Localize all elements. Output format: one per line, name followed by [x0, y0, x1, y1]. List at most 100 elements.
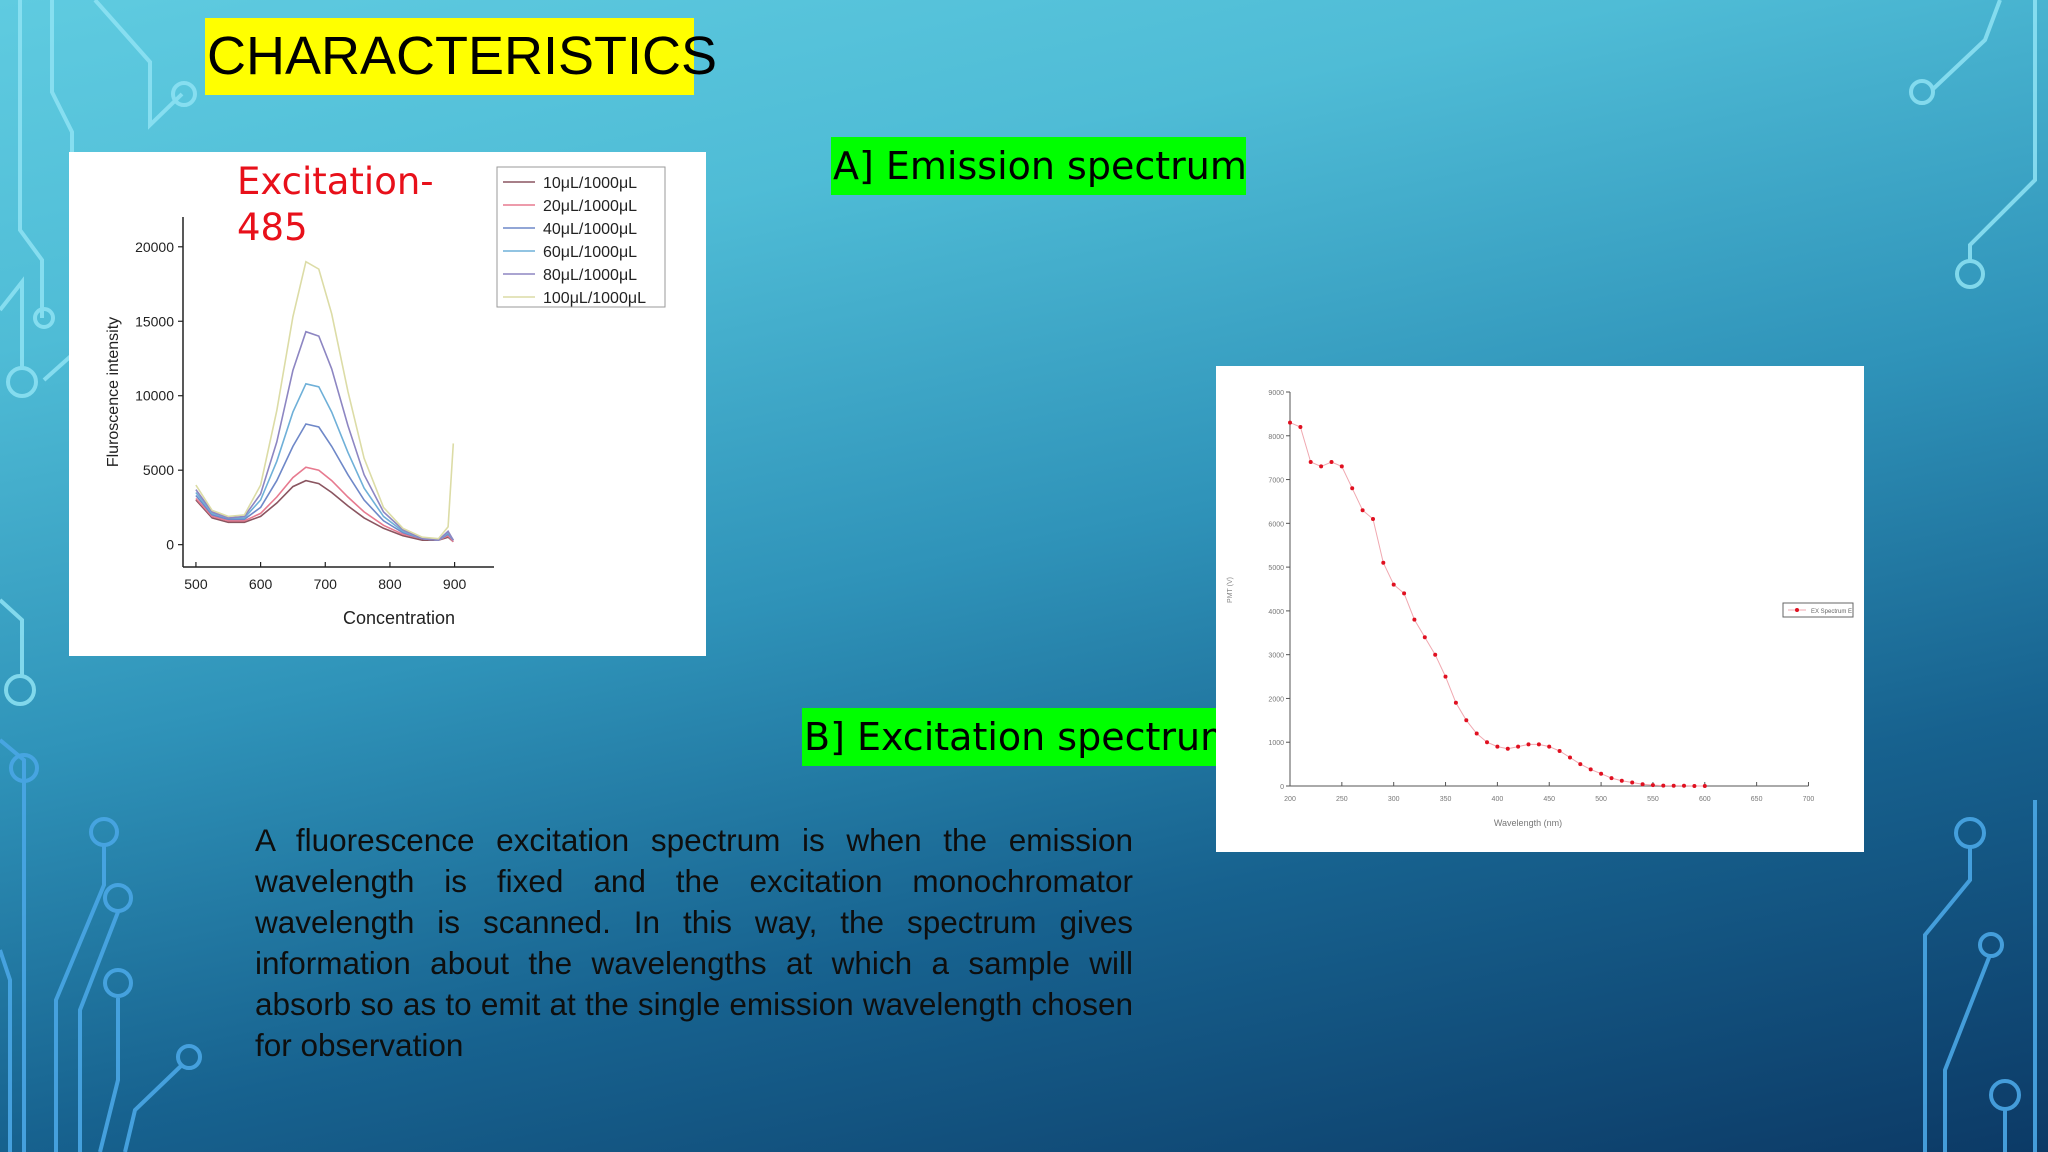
excitation-y-tick-label: 3000	[1268, 653, 1284, 660]
excitation-x-tick-label: 500	[1595, 796, 1607, 803]
excitation-series-line	[1289, 422, 1705, 787]
emission-x-tick-label: 700	[314, 576, 338, 592]
excitation-data-point	[1692, 784, 1697, 788]
excitation-data-point	[1599, 771, 1604, 776]
excitation-data-point	[1619, 778, 1624, 783]
excitation-data-point	[1319, 464, 1324, 469]
emission-y-tick-label: 0	[166, 537, 174, 553]
excitation-data-point	[1391, 582, 1396, 587]
emission-y-tick-label: 5000	[143, 462, 174, 478]
emission-legend-label: 60μL/1000μL	[543, 244, 637, 261]
excitation-legend-swatch	[1795, 608, 1799, 612]
excitation-y-tick-label: 8000	[1268, 434, 1284, 441]
excitation-data-point	[1371, 517, 1375, 521]
excitation-data-point	[1661, 783, 1666, 788]
description-paragraph: A fluorescence excitation spectrum is wh…	[255, 822, 1133, 1063]
excitation-data-point	[1630, 780, 1635, 785]
emission-x-tick-label: 500	[184, 576, 208, 592]
emission-y-tick-label: 15000	[135, 313, 174, 329]
excitation-data-point	[1702, 784, 1707, 788]
excitation-data-point	[1650, 783, 1655, 788]
excitation-y-tick-label: 1000	[1268, 740, 1284, 747]
excitation-data-point	[1443, 674, 1448, 679]
emission-x-tick-label: 900	[443, 576, 467, 592]
emission-x-tick-label: 800	[378, 576, 402, 592]
emission-spectrum-label: A] Emission spectrum	[831, 137, 1247, 195]
excitation-data-point	[1360, 508, 1365, 513]
emission-x-tick-label: 600	[249, 576, 273, 592]
excitation-annotation-line-2: 485	[237, 206, 308, 249]
excitation-data-point	[1339, 464, 1344, 469]
excitation-legend-label: EX Spectrum E	[1811, 609, 1852, 615]
excitation-y-tick-label: 9000	[1268, 390, 1284, 397]
excitation-y-tick-label: 0	[1280, 784, 1284, 791]
excitation-y-tick-label: 7000	[1268, 478, 1284, 485]
excitation-data-point	[1682, 783, 1686, 788]
excitation-data-point	[1547, 744, 1552, 749]
excitation-x-tick-label: 550	[1647, 796, 1659, 803]
excitation-data-point	[1557, 749, 1562, 753]
excitation-data-point	[1329, 460, 1334, 464]
excitation-data-point	[1578, 762, 1583, 767]
excitation-x-tick-label: 200	[1284, 796, 1296, 803]
excitation-annotation-line-1: Excitation-	[237, 160, 434, 203]
excitation-y-axis-label: PMT (V)	[1227, 577, 1234, 603]
emission-x-axis-label: Concentration	[343, 608, 455, 628]
emission-legend-label: 80μL/1000μL	[543, 267, 637, 284]
excitation-data-point	[1505, 746, 1510, 751]
excitation-data-point	[1526, 742, 1531, 747]
excitation-chart-panel: 200 250 300 350 400 450 500 550 600 650 700 0 1000 20…	[1216, 366, 1864, 852]
emission-chart-panel: 500 600 700 800 900 0 5000 10000 15000 20000 10μL…	[69, 152, 706, 656]
excitation-data-point	[1474, 731, 1479, 736]
emission-series-line-6	[195, 260, 455, 540]
excitation-x-tick-label: 350	[1440, 796, 1452, 803]
excitation-data-point	[1402, 591, 1407, 596]
excitation-data-point	[1433, 652, 1438, 657]
excitation-data-point	[1422, 635, 1427, 640]
excitation-x-tick-label: 650	[1751, 796, 1763, 803]
excitation-data-point	[1568, 755, 1572, 760]
excitation-data-point	[1308, 460, 1313, 464]
emission-chart: 500 600 700 800 900 0 5000 10000 15000 20000 10μL…	[105, 160, 666, 628]
emission-legend-label: 10μL/1000μL	[543, 175, 637, 192]
excitation-data-point	[1453, 700, 1458, 705]
emission-legend-box	[496, 166, 666, 308]
excitation-data-point	[1516, 744, 1521, 749]
excitation-data-point	[1412, 617, 1417, 622]
excitation-x-tick-label: 250	[1336, 796, 1348, 803]
excitation-data-point	[1288, 420, 1292, 425]
excitation-x-tick-label: 400	[1492, 796, 1504, 803]
excitation-y-tick-label: 6000	[1268, 521, 1284, 528]
excitation-data-point	[1671, 783, 1676, 788]
excitation-data-point	[1350, 486, 1355, 491]
emission-y-tick-label: 10000	[135, 388, 174, 404]
excitation-y-tick-label: 4000	[1268, 609, 1284, 616]
emission-y-tick-label: 20000	[135, 239, 174, 255]
excitation-data-point	[1588, 767, 1593, 772]
excitation-legend-box	[1782, 602, 1854, 618]
excitation-x-tick-label: 600	[1699, 796, 1711, 803]
excitation-y-tick-label: 5000	[1268, 565, 1284, 572]
excitation-data-point	[1640, 782, 1645, 787]
excitation-data-point	[1381, 560, 1386, 565]
emission-legend-label: 100μL/1000μL	[543, 290, 646, 307]
excitation-data-point	[1298, 425, 1303, 429]
excitation-data-point	[1464, 718, 1469, 723]
excitation-x-tick-label: 300	[1388, 796, 1400, 803]
emission-y-axis-label: Fluroscence intensity	[105, 317, 122, 467]
emission-series-line-1	[195, 479, 454, 543]
emission-series-line-5	[195, 330, 454, 542]
excitation-x-axis-label: Wavelength (nm)	[1494, 818, 1562, 828]
excitation-y-tick-label: 2000	[1268, 696, 1284, 703]
excitation-x-tick-label: 450	[1543, 796, 1555, 803]
emission-series-line-2	[195, 466, 454, 543]
excitation-chart: 200 250 300 350 400 450 500 550 600 650 7000100020…	[1227, 390, 1854, 828]
emission-legend-label: 20μL/1000μL	[543, 198, 637, 215]
excitation-data-point	[1536, 742, 1541, 747]
excitation-data-point	[1495, 744, 1500, 749]
emission-legend-label: 40μL/1000μL	[543, 221, 637, 238]
slide-title: CHARACTERISTICS	[205, 18, 717, 95]
excitation-data-point	[1609, 776, 1614, 781]
excitation-x-tick-label: 700	[1803, 796, 1815, 803]
